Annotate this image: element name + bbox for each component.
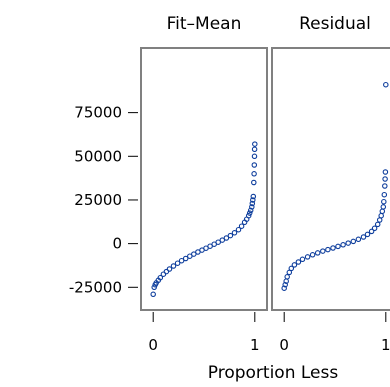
data-point xyxy=(182,255,189,262)
data-point xyxy=(250,197,256,203)
panel-2: Residual 0 1 xyxy=(271,14,390,354)
x-tick-label: 0 xyxy=(279,336,289,354)
y-tick-label: -25000 xyxy=(69,278,122,296)
y-tick-label: 50000 xyxy=(74,147,122,165)
data-point xyxy=(157,274,164,281)
data-point xyxy=(374,221,381,228)
y-tick-label: 25000 xyxy=(74,191,122,209)
data-point xyxy=(251,153,258,160)
x-tick-label: 0 xyxy=(148,336,158,354)
data-point xyxy=(163,268,170,275)
data-point xyxy=(382,176,388,182)
y-tick-label: 75000 xyxy=(74,104,122,122)
data-point xyxy=(378,212,384,219)
data-point xyxy=(380,204,387,210)
data-point xyxy=(251,171,257,177)
data-point xyxy=(170,263,177,269)
data-point xyxy=(235,226,242,233)
data-point xyxy=(203,245,209,251)
panel-title: Fit–Mean xyxy=(167,14,242,34)
data-point xyxy=(245,212,252,219)
data-point xyxy=(376,217,383,223)
data-point xyxy=(223,235,230,241)
y-axis: -25000 0 25000 50000 75000 xyxy=(69,104,138,296)
data-point xyxy=(238,223,245,229)
panel-frame xyxy=(140,47,268,311)
data-point xyxy=(299,256,306,263)
data-point xyxy=(187,253,193,259)
data-point xyxy=(284,274,290,280)
data-point xyxy=(382,183,388,189)
data-point xyxy=(364,231,371,238)
data-point xyxy=(178,257,185,264)
x-axis-label: Proportion Less xyxy=(208,363,339,383)
data-point xyxy=(191,251,197,257)
data-point xyxy=(251,179,257,186)
data-point xyxy=(350,238,357,245)
data-point xyxy=(215,239,221,245)
data-point xyxy=(304,254,311,260)
data-point xyxy=(251,146,258,153)
data-point xyxy=(288,265,295,272)
data-point xyxy=(355,236,362,243)
data-point xyxy=(291,262,298,268)
panel-1: Fit–Mean 0 1 xyxy=(140,14,268,354)
data-point xyxy=(166,266,173,272)
data-point xyxy=(320,248,326,254)
y-tick-label: 0 xyxy=(112,235,122,253)
data-point xyxy=(335,243,341,250)
data-point xyxy=(382,169,389,175)
data-point xyxy=(295,259,302,265)
data-point xyxy=(383,81,389,88)
data-point xyxy=(174,260,181,266)
panel-title: Residual xyxy=(299,14,371,34)
data-point xyxy=(250,193,257,200)
data-point xyxy=(247,207,254,214)
data-point xyxy=(219,237,226,243)
data-point xyxy=(150,291,156,298)
data-point xyxy=(281,285,287,291)
data-point xyxy=(246,210,253,216)
data-point xyxy=(309,252,316,258)
panel-frame xyxy=(271,47,390,311)
data-point xyxy=(325,246,331,253)
data-point xyxy=(282,281,288,288)
data-point xyxy=(227,232,234,239)
data-point xyxy=(151,284,157,291)
panels-layer: Fit–Mean 0 1 Residual 0 1 xyxy=(140,14,390,354)
data-point xyxy=(379,208,386,215)
data-point xyxy=(314,250,321,256)
data-point xyxy=(251,162,258,168)
data-point xyxy=(249,200,256,207)
data-point xyxy=(231,230,238,236)
data-point xyxy=(249,204,255,210)
data-point xyxy=(330,245,336,251)
data-point xyxy=(381,191,388,198)
data-point xyxy=(345,240,351,246)
data-point xyxy=(381,198,387,205)
data-point xyxy=(360,234,367,240)
data-point xyxy=(340,242,346,248)
x-tick-label: 1 xyxy=(381,336,390,354)
data-point xyxy=(252,141,258,147)
data-point xyxy=(371,225,378,232)
x-tick-label: 1 xyxy=(250,336,260,354)
data-point xyxy=(207,243,213,249)
data-point xyxy=(368,228,375,235)
